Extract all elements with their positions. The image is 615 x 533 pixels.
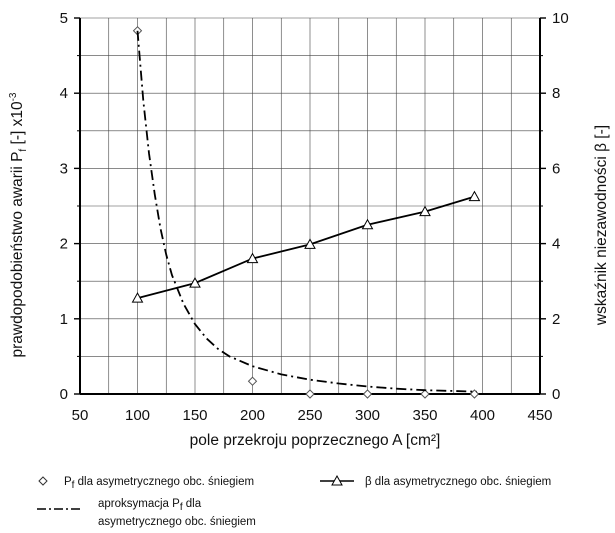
y-left-tick-labels: 0 1 2 3 4 5 — [60, 10, 68, 403]
legend-diamond-marker — [38, 476, 48, 486]
legend-triangle-marker — [331, 474, 343, 486]
y-left-tick-label: 2 — [60, 236, 68, 253]
x-tick-label: 100 — [125, 407, 150, 424]
data-point-pf-diamond — [420, 389, 430, 399]
data-point-beta-triangle — [189, 277, 201, 288]
y-right-tick-label: 0 — [552, 386, 560, 403]
y-left-tick-label: 4 — [60, 85, 68, 102]
y-right-tick-label: 4 — [552, 236, 560, 253]
data-point-beta-triangle — [246, 252, 259, 264]
legend-item-beta: β dla asymetrycznego obc. śniegiem — [320, 474, 551, 488]
series-layer — [131, 26, 481, 399]
legend-label-approx-line2: asymetrycznego obc. śniegiem — [98, 516, 256, 528]
legend-label-pf: Pf dla asymetrycznego obc. śniegiem — [64, 476, 254, 491]
x-tick-label: 50 — [72, 407, 89, 424]
y-right-tick-label: 8 — [552, 85, 560, 102]
x-tick-label: 300 — [355, 407, 380, 424]
series-approximation-line — [136, 30, 477, 393]
x-tick-label: 250 — [297, 407, 322, 424]
x-tick-label: 150 — [182, 407, 207, 424]
data-point-pf-diamond — [362, 389, 373, 399]
data-point-beta-triangle — [131, 292, 144, 303]
data-point-beta-triangle — [361, 218, 374, 230]
data-point-beta-triangle — [419, 205, 431, 217]
legend: Pf dla asymetrycznego obc. śniegiem β dl… — [37, 474, 551, 528]
y-right-tick-label: 6 — [552, 160, 560, 177]
data-point-pf-diamond — [247, 376, 258, 386]
y-right-axis-title: wskaźnik niezawodności β [-] — [593, 125, 610, 326]
grid — [79, 17, 541, 395]
x-axis-title: pole przekroju poprzecznego A [cm²] — [190, 432, 441, 449]
x-tick-label: 400 — [470, 407, 495, 424]
x-tick-label: 200 — [240, 407, 265, 424]
y-right-tick-labels: 0 2 4 6 8 10 — [552, 10, 569, 403]
data-point-pf-diamond — [305, 389, 315, 399]
y-right-tick-label: 10 — [552, 10, 569, 27]
legend-item-pf: Pf dla asymetrycznego obc. śniegiem — [38, 476, 254, 491]
y-left-tick-label: 0 — [60, 386, 68, 403]
x-tick-label: 450 — [527, 407, 552, 424]
legend-label-approx-line1: aproksymacja Pf dla — [98, 498, 202, 513]
legend-item-approx: aproksymacja Pf dla asymetrycznego obc. … — [37, 498, 256, 528]
y-left-tick-label: 5 — [60, 10, 68, 27]
y-left-axis-title: prawdopodobieństwo awarii Pf [-] x10-3 — [8, 92, 29, 357]
y-left-tick-label: 1 — [60, 311, 68, 328]
x-tick-labels: 50 100 150 200 250 300 350 400 450 — [72, 407, 553, 424]
x-tick-label: 350 — [412, 407, 437, 424]
legend-label-beta: β dla asymetrycznego obc. śniegiem — [365, 476, 551, 488]
y-right-tick-label: 2 — [552, 311, 560, 328]
data-point-beta-triangle — [304, 238, 316, 249]
y-left-tick-label: 3 — [60, 160, 68, 177]
data-point-beta-triangle — [468, 190, 481, 202]
